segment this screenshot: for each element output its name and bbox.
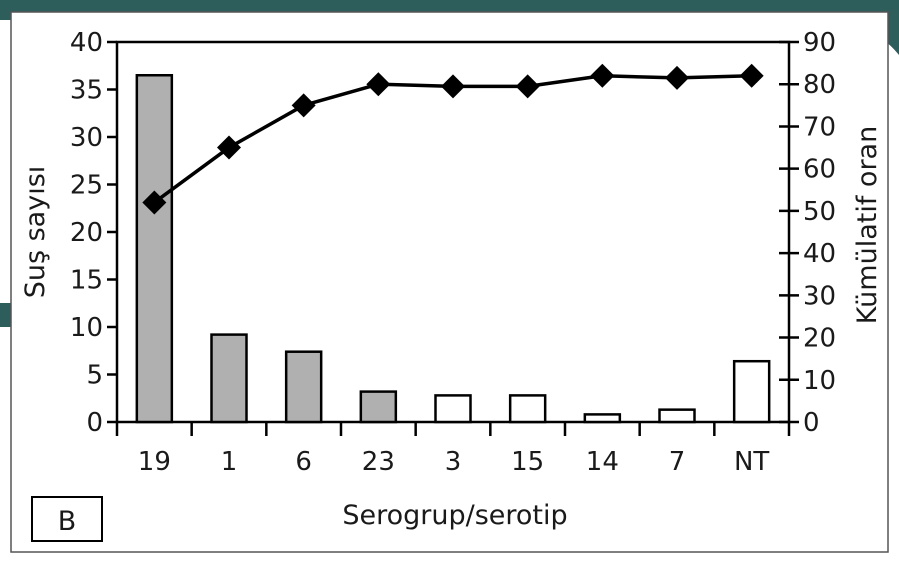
y-axis-title: Suş sayısı	[20, 166, 51, 299]
bar-1	[210, 333, 248, 424]
right-axis: 0 10 20 30 40 50 60 70 80 90	[779, 28, 836, 438]
y2-axis-title: Kümülatif oran	[852, 126, 883, 324]
cumulative-marker-7	[665, 65, 689, 90]
y2-tick-label: 50	[803, 197, 836, 227]
cumulative-marker-19	[142, 190, 167, 215]
cumulative-marker-15	[515, 74, 540, 99]
cumulative-marker-14	[590, 63, 615, 88]
bar-nt	[732, 359, 771, 424]
y2-tick-label: 30	[803, 281, 836, 311]
y-tick-label: 25	[70, 171, 103, 201]
x-tick-label: 23	[362, 447, 395, 477]
bar-7	[658, 408, 696, 424]
y-tick-label: 20	[70, 218, 103, 248]
x-tick-label: NT	[734, 447, 769, 477]
y-tick-label: 35	[70, 76, 103, 106]
bar-23	[359, 390, 398, 424]
x-tick-label: 14	[586, 447, 619, 477]
y2-tick-label: 0	[803, 408, 820, 438]
y2-tick-label: 20	[803, 324, 836, 354]
y2-tick-label: 10	[803, 366, 836, 396]
y2-tick-label: 80	[803, 70, 836, 100]
line-layer	[142, 63, 764, 215]
cumulative-marker-nt	[739, 63, 764, 88]
y2-tick-label: 90	[803, 28, 836, 58]
bars-layer	[135, 74, 771, 424]
y-tick-label: 10	[70, 313, 103, 343]
x-axis: 19 1 6 23 3 15 14 7 NT	[115, 422, 791, 477]
y-tick-label: 30	[70, 123, 103, 153]
y2-tick-label: 70	[803, 112, 836, 142]
bar-6	[284, 350, 323, 424]
cumulative-marker-6	[291, 93, 316, 118]
y-tick-label: 5	[86, 361, 103, 391]
x-tick-label: 7	[669, 447, 686, 477]
y-tick-label: 15	[70, 266, 103, 296]
bar-14	[583, 413, 622, 424]
left-axis: 0 5 10 15 20 25 30 35 40	[70, 28, 117, 438]
x-tick-label: 1	[221, 447, 238, 477]
y2-tick-label: 60	[803, 155, 836, 185]
y-tick-label: 0	[86, 408, 103, 438]
x-tick-label: 6	[295, 447, 312, 477]
y2-tick-label: 40	[803, 239, 836, 269]
bar-19	[135, 74, 174, 424]
y-tick-label: 40	[70, 28, 103, 58]
bar-3	[434, 394, 472, 424]
panel-label: B	[58, 506, 77, 537]
bar-15	[508, 394, 547, 424]
cumulative-marker-1	[217, 135, 241, 160]
x-tick-label: 19	[138, 447, 171, 477]
x-tick-label: 3	[445, 447, 462, 477]
cumulative-marker-23	[366, 72, 391, 97]
x-axis-title: Serogrup/serotip	[342, 500, 567, 531]
x-tick-label: 15	[511, 447, 544, 477]
panel-label-box	[31, 496, 103, 542]
cumulative-marker-3	[441, 74, 465, 99]
